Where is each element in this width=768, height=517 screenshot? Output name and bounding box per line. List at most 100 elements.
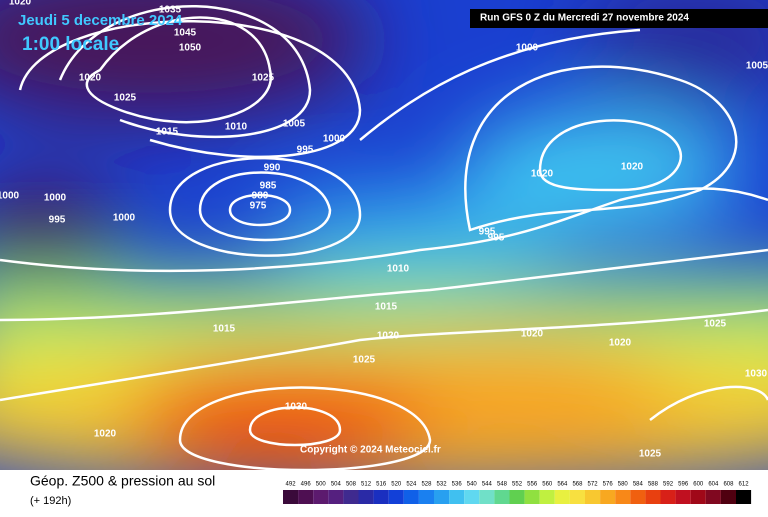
legend-swatch	[736, 490, 752, 504]
isobar-label: 1000	[323, 134, 346, 145]
legend-label: 564	[557, 482, 568, 488]
legend-swatch	[388, 490, 404, 504]
legend-swatch	[705, 490, 721, 504]
legend-swatch	[403, 490, 419, 504]
footer-title: Géop. Z500 & pression au sol	[30, 473, 215, 489]
legend-swatch	[539, 490, 555, 504]
isobar-label: 975	[250, 201, 267, 212]
legend-label: 520	[391, 482, 402, 488]
isobar-label: 1020	[609, 338, 632, 349]
legend-label: 568	[572, 482, 583, 488]
isobar-label: 995	[49, 215, 66, 226]
isobar-label: 990	[264, 163, 281, 174]
legend-swatch	[418, 490, 434, 504]
run: Run GFS 0 Z du Mercredi 27 novembre 2024	[480, 13, 689, 24]
isobar-label: 985	[260, 181, 277, 192]
legend-label: 600	[693, 482, 704, 488]
legend-swatch	[524, 490, 540, 504]
legend-label: 592	[663, 482, 674, 488]
isobar-label: 995	[297, 145, 314, 156]
legend-swatch	[343, 490, 359, 504]
legend-label: 536	[452, 482, 463, 488]
legend-label: 560	[542, 482, 553, 488]
isobar-label: 1025	[353, 355, 376, 366]
legend-label: 604	[708, 482, 719, 488]
legend-label: 548	[497, 482, 508, 488]
legend-swatch	[328, 490, 344, 504]
copyright: Copyright © 2024 Meteociel.fr	[300, 445, 441, 456]
isobar-label: 1005	[283, 119, 306, 130]
legend-swatch	[358, 490, 374, 504]
legend-swatch	[283, 490, 299, 504]
isobar-label: 1025	[114, 93, 137, 104]
isobar-label: 1005	[746, 61, 768, 72]
legend-label: 540	[467, 482, 478, 488]
isobar-label: 1000	[44, 193, 67, 204]
isobar-label: 995	[488, 233, 505, 244]
legend-label: 504	[331, 482, 342, 488]
legend-label: 576	[603, 482, 614, 488]
field	[0, 0, 768, 470]
isobar-label: 1000	[516, 43, 539, 54]
isobar-label: 1015	[375, 302, 398, 313]
date: Jeudi 5 decembre 2024	[18, 12, 183, 29]
isobar-label: 1030	[745, 369, 768, 380]
isobar-label: 1020	[531, 169, 554, 180]
legend-swatch	[434, 490, 450, 504]
isobar-label: 1010	[387, 264, 410, 275]
isobar-label: 980	[252, 191, 269, 202]
legend-label: 492	[286, 482, 297, 488]
legend-label: 580	[618, 482, 629, 488]
legend-label: 508	[346, 482, 357, 488]
legend-label: 552	[512, 482, 523, 488]
legend-label: 612	[739, 482, 750, 488]
legend-label: 544	[482, 482, 493, 488]
legend-swatch	[660, 490, 676, 504]
legend-swatch	[645, 490, 661, 504]
legend-swatch	[630, 490, 646, 504]
legend-swatch	[554, 490, 570, 504]
isobar-label: 1030	[285, 402, 308, 413]
legend-swatch	[600, 490, 616, 504]
isobar-label: 1020	[9, 0, 32, 8]
legend-swatch	[585, 490, 601, 504]
legend-swatch	[464, 490, 480, 504]
legend-swatch	[675, 490, 691, 504]
legend-swatch	[298, 490, 314, 504]
legend-swatch	[690, 490, 706, 504]
legend-label: 588	[648, 482, 659, 488]
legend-label: 496	[301, 482, 312, 488]
legend-label: 556	[527, 482, 538, 488]
legend-swatch	[494, 490, 510, 504]
legend-swatch	[479, 490, 495, 504]
legend-swatch	[615, 490, 631, 504]
legend-swatch	[509, 490, 525, 504]
isobar-label: 1020	[94, 429, 117, 440]
legend-label: 596	[678, 482, 689, 488]
isobar-label: 1020	[79, 73, 102, 84]
isobar-label: 1020	[621, 162, 644, 173]
legend-label: 584	[633, 482, 644, 488]
legend-label: 500	[316, 482, 327, 488]
legend-label: 516	[376, 482, 387, 488]
isobar-label: 1035	[159, 5, 182, 16]
legend-label: 528	[421, 482, 432, 488]
footer-lead: (+ 192h)	[30, 495, 71, 507]
legend-label: 608	[723, 482, 734, 488]
legend-label: 524	[406, 482, 417, 488]
isobar-label: 1000	[0, 191, 20, 202]
isobar-label: 1045	[174, 28, 197, 39]
isobar-label: 1010	[225, 122, 248, 133]
isobar-label: 1015	[213, 324, 236, 335]
isobar-label: 1020	[377, 331, 400, 342]
isobar-label: 995	[479, 227, 496, 238]
isobar-label: 1000	[113, 213, 136, 224]
legend-swatch	[449, 490, 465, 504]
legend-label: 572	[588, 482, 599, 488]
isobar-label: 1015	[156, 127, 179, 138]
isobar-label: 1050	[179, 43, 202, 54]
legend-label: 512	[361, 482, 372, 488]
legend-label: 532	[437, 482, 448, 488]
isobar-label: 1020	[521, 329, 544, 340]
